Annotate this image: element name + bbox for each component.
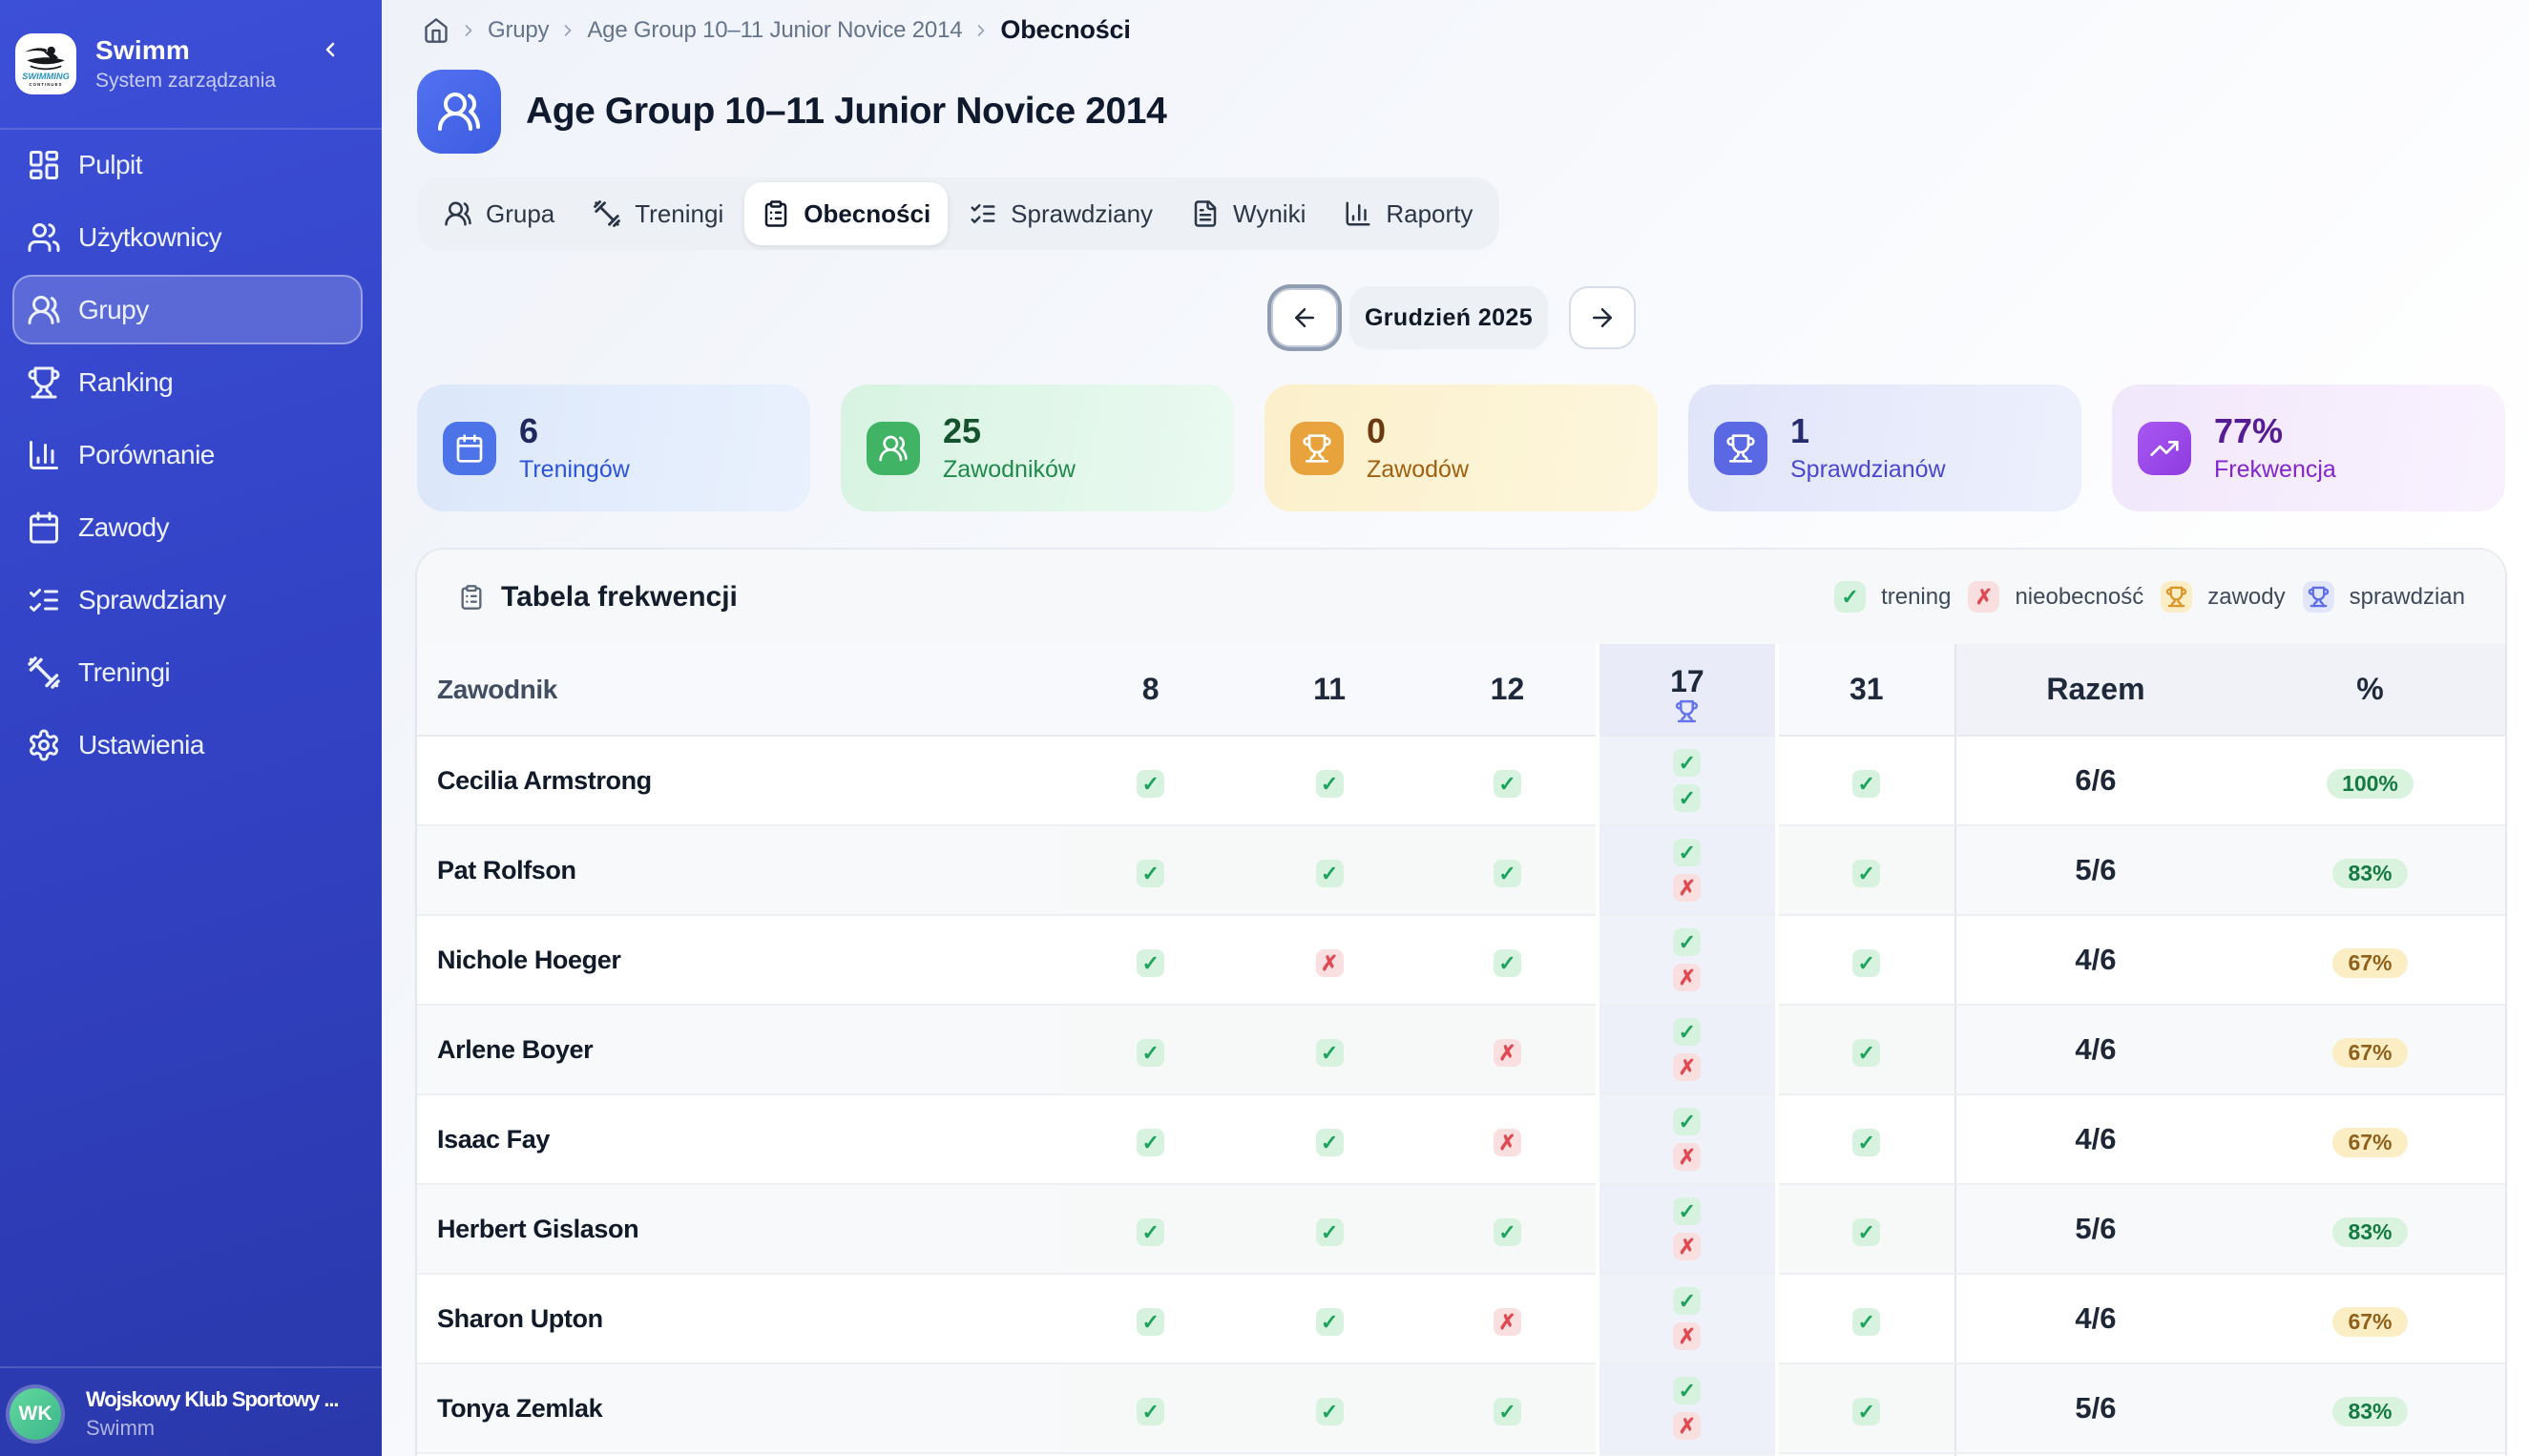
svg-text:SWIMMING: SWIMMING [22, 72, 70, 81]
svg-text:CONTINUES: CONTINUES [29, 82, 62, 87]
